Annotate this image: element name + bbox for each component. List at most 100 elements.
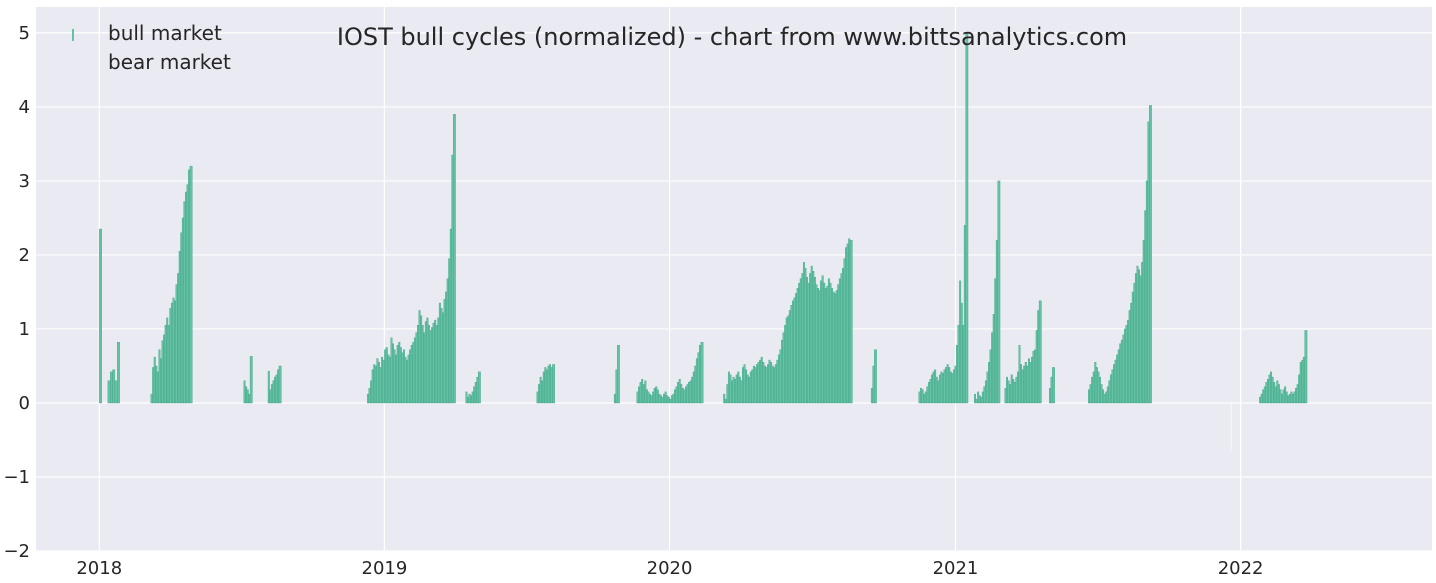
bull-bar	[674, 389, 676, 404]
legend: bull market bear market	[72, 21, 231, 74]
bull-bar	[737, 371, 740, 404]
bull-bar	[815, 284, 818, 404]
bull-bar	[952, 369, 955, 404]
bull-bar	[470, 395, 473, 404]
bull-bar	[401, 352, 404, 404]
bull-bar	[977, 391, 980, 404]
bull-bar	[1131, 291, 1134, 404]
bull-bar	[474, 382, 477, 404]
bull-bar	[768, 359, 771, 404]
bull-bar	[726, 384, 729, 404]
bull-bar	[959, 280, 962, 404]
bull-bar	[1128, 310, 1131, 404]
bull-bar	[156, 371, 159, 404]
bull-bar	[413, 337, 416, 404]
bull-bar	[689, 380, 692, 404]
bull-bar	[417, 325, 419, 404]
bull-bar	[429, 330, 432, 404]
y-tick-label: 4	[19, 97, 30, 118]
bull-bar	[426, 317, 429, 404]
bull-bar	[992, 313, 995, 404]
bull-bar	[471, 391, 474, 404]
bull-bar	[924, 391, 927, 404]
bull-bar	[1304, 330, 1308, 404]
bull-bar	[652, 391, 655, 404]
bull-bar	[367, 393, 369, 404]
bull-bar	[1119, 343, 1122, 404]
bull-bar	[243, 380, 246, 404]
bull-bar	[792, 300, 794, 404]
bull-bar	[837, 284, 840, 404]
bull-bar	[248, 393, 251, 404]
bull-bar	[751, 369, 754, 404]
y-tick-label: 3	[19, 171, 30, 192]
bull-bar	[645, 389, 648, 404]
bull-bar	[398, 342, 401, 404]
bull-bar	[697, 352, 700, 404]
bull-bar	[759, 359, 762, 404]
bull-bar	[174, 300, 177, 404]
bull-bar	[451, 154, 454, 404]
bull-bar	[178, 251, 181, 404]
bull-bar	[962, 325, 965, 404]
bull-bar	[1111, 369, 1114, 404]
bull-bar	[404, 356, 407, 404]
bull-bar	[440, 308, 443, 404]
bull-bar	[1015, 376, 1018, 404]
bull-bar	[685, 386, 687, 404]
bull-bar	[677, 382, 680, 404]
bull-bar	[1113, 364, 1116, 404]
bull-bar	[1122, 334, 1125, 404]
bull-bar	[700, 342, 704, 404]
bull-bar	[467, 396, 469, 404]
bull-bar	[245, 386, 248, 404]
bull-bar	[821, 275, 824, 404]
bull-bar	[735, 374, 738, 404]
bull-bar	[692, 371, 695, 404]
bull-bar	[1091, 376, 1094, 404]
bull-bar	[536, 391, 539, 404]
bull-bar	[387, 354, 390, 404]
bull-bar	[742, 367, 744, 404]
bull-bar	[849, 239, 853, 404]
bull-bar	[449, 228, 452, 404]
bull-bar	[1145, 180, 1148, 404]
bull-bar	[1052, 367, 1055, 404]
bear-market-bars	[374, 402, 1232, 452]
bull-bar	[1142, 239, 1145, 404]
bull-bar	[946, 364, 949, 404]
bull-bar	[1120, 339, 1123, 404]
bull-bar	[921, 389, 924, 404]
bull-bar	[99, 228, 102, 404]
bull-bar	[729, 374, 732, 404]
bull-bar	[1125, 325, 1128, 404]
bull-bar	[664, 391, 667, 404]
bull-bar	[442, 312, 444, 404]
bull-bar	[802, 262, 805, 404]
bull-bar	[382, 359, 385, 404]
bull-bar	[1136, 265, 1139, 404]
bull-bar	[942, 373, 944, 404]
x-tick-label: 2020	[647, 558, 693, 579]
bull-bar	[782, 332, 785, 404]
bull-bar	[549, 364, 551, 404]
bull-bar	[270, 384, 273, 404]
bull-bar	[1301, 359, 1304, 404]
bull-bar	[399, 347, 402, 404]
bull-bar	[1302, 356, 1305, 404]
bull-bar	[275, 374, 278, 404]
bull-bar	[181, 217, 184, 404]
bear-bar	[1230, 402, 1232, 452]
x-tick-label: 2019	[362, 558, 408, 579]
bull-bar	[1099, 376, 1101, 404]
bull-bar	[377, 362, 380, 404]
bull-bar	[776, 359, 779, 404]
bull-bar	[420, 315, 423, 404]
bull-bar	[1290, 391, 1293, 404]
bull-bar	[1282, 389, 1285, 404]
bull-bar	[872, 365, 875, 404]
bull-bar	[1102, 389, 1105, 404]
bull-bar	[1117, 349, 1120, 404]
bull-bar	[763, 365, 766, 404]
bull-bar	[1266, 379, 1269, 404]
